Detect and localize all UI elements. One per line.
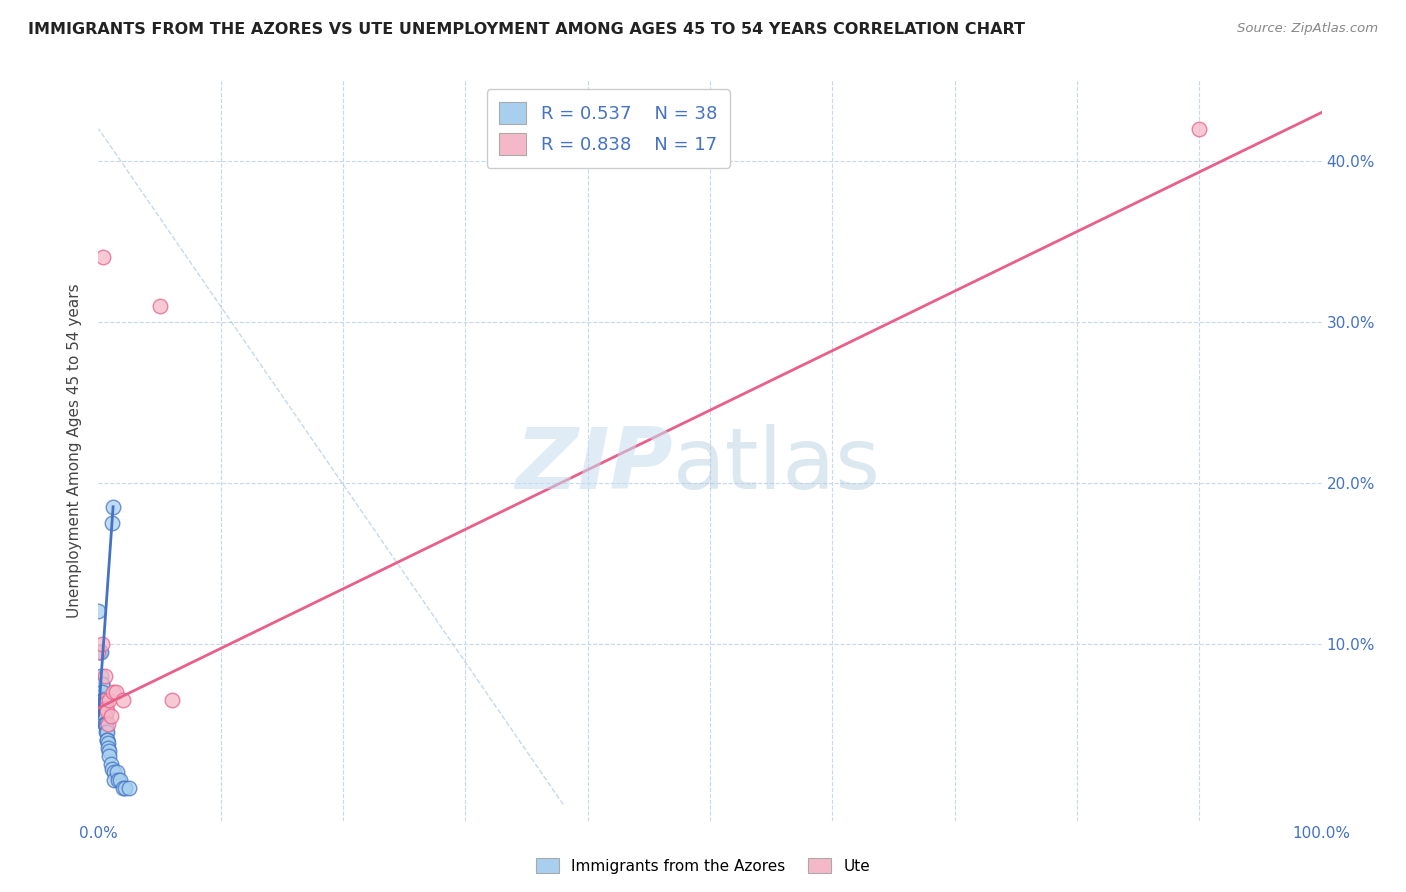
Point bbox=[91, 696, 114, 710]
Point bbox=[110, 773, 132, 788]
Point bbox=[93, 717, 115, 731]
Point bbox=[91, 637, 114, 651]
Point bbox=[100, 709, 122, 723]
Point bbox=[91, 693, 114, 707]
Point bbox=[93, 669, 115, 683]
Point bbox=[114, 781, 136, 796]
Point bbox=[97, 736, 120, 750]
Text: IMMIGRANTS FROM THE AZORES VS UTE UNEMPLOYMENT AMONG AGES 45 TO 54 YEARS CORRELA: IMMIGRANTS FROM THE AZORES VS UTE UNEMPL… bbox=[28, 22, 1025, 37]
Y-axis label: Unemployment Among Ages 45 to 54 years: Unemployment Among Ages 45 to 54 years bbox=[67, 283, 83, 618]
Point bbox=[96, 733, 118, 747]
Point bbox=[103, 773, 125, 788]
Point bbox=[105, 765, 128, 780]
Point bbox=[96, 733, 118, 747]
Point bbox=[101, 516, 124, 530]
Point bbox=[87, 604, 110, 618]
Point bbox=[94, 696, 117, 710]
Point bbox=[98, 749, 121, 764]
Text: ZIP: ZIP bbox=[516, 424, 673, 507]
Point bbox=[98, 744, 121, 758]
Point bbox=[104, 685, 127, 699]
Point bbox=[93, 693, 115, 707]
Point bbox=[91, 250, 114, 264]
Point bbox=[91, 704, 114, 718]
Point bbox=[101, 685, 124, 699]
Point bbox=[94, 717, 117, 731]
Point bbox=[91, 677, 114, 691]
Point bbox=[91, 685, 114, 699]
Point bbox=[96, 704, 118, 718]
Point bbox=[111, 693, 134, 707]
Point bbox=[118, 781, 141, 796]
Point bbox=[91, 677, 114, 691]
Point bbox=[149, 299, 172, 313]
Point bbox=[96, 725, 118, 739]
Point bbox=[91, 693, 114, 707]
Point bbox=[94, 701, 117, 715]
Legend: R = 0.537    N = 38, R = 0.838    N = 17: R = 0.537 N = 38, R = 0.838 N = 17 bbox=[486, 89, 730, 168]
Point bbox=[94, 720, 117, 734]
Point bbox=[160, 693, 183, 707]
Legend: Immigrants from the Azores, Ute: Immigrants from the Azores, Ute bbox=[530, 852, 876, 880]
Point bbox=[103, 765, 125, 780]
Point bbox=[90, 669, 112, 683]
Text: atlas: atlas bbox=[673, 424, 882, 507]
Point bbox=[93, 709, 115, 723]
Point bbox=[98, 693, 121, 707]
Point bbox=[93, 717, 115, 731]
Point bbox=[97, 741, 120, 756]
Point bbox=[94, 725, 117, 739]
Point bbox=[87, 645, 110, 659]
Point bbox=[101, 500, 124, 514]
Text: Source: ZipAtlas.com: Source: ZipAtlas.com bbox=[1237, 22, 1378, 36]
Point bbox=[89, 645, 111, 659]
Point bbox=[100, 757, 122, 772]
Point bbox=[111, 781, 134, 796]
Point bbox=[101, 762, 124, 776]
Point bbox=[91, 701, 114, 715]
Point bbox=[97, 717, 120, 731]
Point bbox=[90, 645, 112, 659]
Point bbox=[93, 709, 115, 723]
Point bbox=[1188, 121, 1211, 136]
Point bbox=[107, 773, 129, 788]
